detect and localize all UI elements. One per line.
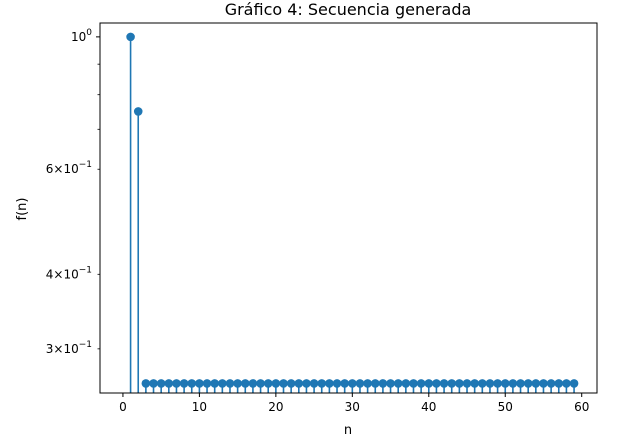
stem-marker [455,379,464,388]
stem-marker [355,379,365,388]
stem-marker [332,379,342,388]
x-tick-label: 50 [498,400,513,414]
stem-marker [432,379,441,388]
stem-marker [531,379,541,388]
y-axis-label: f(n) [15,198,30,221]
stem-marker [562,379,571,388]
stem-marker [263,379,273,388]
stem-lines [129,36,575,393]
stem-marker [141,379,151,388]
stem-marker [271,379,281,388]
x-axis-ticks: 0 10 20 30 40 50 60 [119,393,589,414]
stem-marker [393,379,403,388]
stem-marker [485,379,495,388]
plot-frame [99,22,598,394]
x-tick-label: 10 [192,400,207,414]
stem-marker [156,379,166,388]
stem-marker [523,379,533,388]
stem-marker [164,379,174,388]
stem-marker [500,379,510,388]
stem-marker [225,379,235,388]
stem-marker [447,379,457,388]
x-tick-label: 30 [345,400,360,414]
y-tick-label: 6×10−1 [46,160,92,176]
stem-markers [126,32,579,388]
y-tick-label: 100 [71,28,92,44]
stem-marker [325,379,334,388]
stem-marker [340,379,349,388]
stem-marker [233,379,242,388]
x-tick-label: 60 [574,400,589,414]
x-axis-label: n [344,423,352,438]
stem-marker [248,379,258,388]
stem-marker [133,107,143,116]
stem-marker [202,379,212,388]
x-tick-label: 0 [119,400,127,414]
stem-marker [508,379,518,388]
y-axis-ticks: 100 3×10−1 4×10−1 6×10−1 [46,28,100,356]
stem-marker [179,379,189,388]
stem-marker [493,379,502,388]
stem-marker [386,379,395,388]
stem-marker [348,379,357,388]
y-tick-label: 3×10−1 [46,340,92,356]
stem-marker [286,379,296,388]
stem-marker [409,379,418,388]
stem-marker [439,379,449,388]
stem-marker [546,379,556,388]
x-tick-label: 40 [421,400,436,414]
stem-marker [126,32,135,42]
stem-marker [416,379,426,388]
stem-marker [516,379,525,388]
stem-marker [149,379,158,388]
y-tick-label: 4×10−1 [46,265,92,281]
stem-marker [309,379,319,388]
stem-marker [187,379,197,388]
stem-marker [370,379,380,388]
stem-marker [424,379,434,388]
stem-marker [218,379,227,388]
stem-marker [210,379,219,388]
stem-marker [401,379,411,388]
stem-marker [378,379,388,388]
stem-marker [302,379,311,388]
stem-marker [554,379,564,388]
stem-marker [317,379,327,388]
stem-marker [539,379,548,388]
stem-marker [256,379,265,388]
chart-title: Gráfico 4: Secuencia generada [225,0,472,19]
stem-marker [569,379,579,388]
x-tick-label: 20 [268,400,283,414]
stem-marker [478,379,487,388]
stem-marker [172,379,181,388]
stem-marker [470,379,479,388]
stem-marker [462,379,472,388]
stem-marker [294,379,304,388]
stem-marker [195,379,204,388]
stem-marker [363,379,372,388]
stem-marker [279,379,288,388]
stem-marker [240,379,250,388]
